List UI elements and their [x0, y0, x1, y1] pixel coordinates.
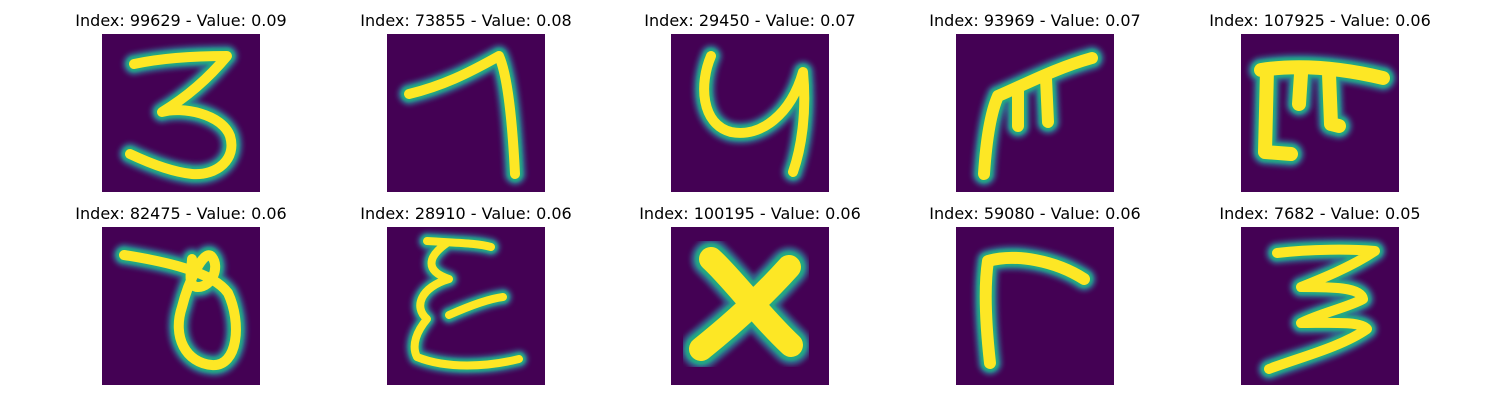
- pi-like-stroke-image: [956, 34, 1114, 192]
- panel-title: Index: 28910 - Value: 0.06: [360, 204, 572, 223]
- letter-x-image: [671, 227, 829, 385]
- digit-eight-image: [102, 227, 260, 385]
- digit-seven-image: [387, 34, 545, 192]
- pi-like-block-image: [1241, 34, 1399, 192]
- letter-e-image: [387, 227, 545, 385]
- panel-title: Index: 59080 - Value: 0.06: [929, 204, 1141, 223]
- panel-title: Index: 107925 - Value: 0.06: [1209, 11, 1431, 30]
- panel-title: Index: 7682 - Value: 0.05: [1219, 204, 1421, 223]
- letter-y-image: [671, 34, 829, 192]
- panel-title: Index: 82475 - Value: 0.06: [75, 204, 287, 223]
- digit-three-image: [102, 34, 260, 192]
- panel-title: Index: 100195 - Value: 0.06: [639, 204, 861, 223]
- letter-r-image: [956, 227, 1114, 385]
- panel-title: Index: 73855 - Value: 0.08: [360, 11, 572, 30]
- panel-title: Index: 99629 - Value: 0.09: [75, 11, 287, 30]
- digit-three-variant-image: [1241, 227, 1399, 385]
- panel-title: Index: 29450 - Value: 0.07: [644, 11, 856, 30]
- panel-title: Index: 93969 - Value: 0.07: [929, 11, 1141, 30]
